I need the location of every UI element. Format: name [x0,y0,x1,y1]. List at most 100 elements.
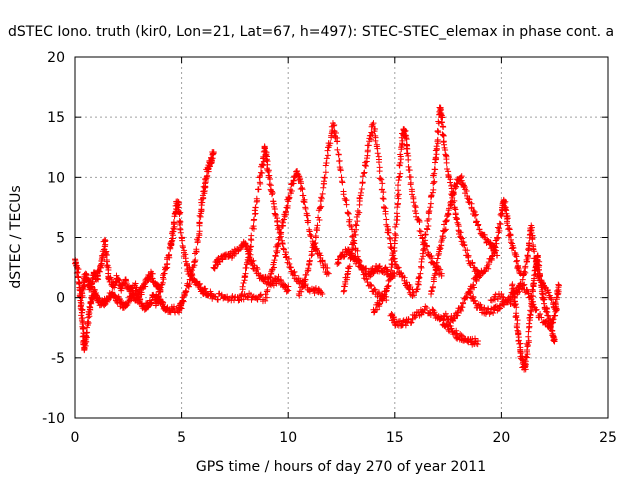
data-point [488,305,495,312]
data-point [465,252,472,259]
data-point [387,270,394,277]
data-point [506,226,513,233]
data-point [148,299,155,306]
data-point [420,309,427,316]
data-point [498,291,505,298]
data-point [154,298,161,305]
data-point [460,299,467,306]
data-point [431,311,438,318]
data-point [266,274,273,281]
data-point [160,299,167,306]
data-point [257,180,264,187]
data-point [475,221,482,228]
data-point [540,295,547,302]
y-tick-label: -10 [42,411,65,427]
data-point [267,175,274,182]
data-point [548,327,555,334]
data-point [112,279,119,286]
data-point [361,169,368,176]
data-point [521,281,528,288]
data-point [122,277,129,284]
data-point [244,293,251,300]
data-point [440,132,447,139]
data-point [402,132,409,139]
data-point [304,268,311,275]
data-point [255,186,262,193]
data-point [256,174,263,181]
data-point [285,287,292,294]
data-point [434,255,441,262]
data-point [515,264,522,271]
data-point [394,265,401,272]
data-point [438,270,445,277]
data-point [525,246,532,253]
data-point [354,208,361,215]
data-point [316,216,323,223]
data-point [199,199,206,206]
data-point [262,152,269,159]
data-point [490,310,497,317]
data-point [250,257,257,264]
data-point [436,271,443,278]
data-point [547,315,554,322]
data-point [113,272,120,279]
data-point [510,245,517,252]
y-tick-label: 20 [47,50,65,66]
axis-ticks [74,56,609,419]
data-point [380,189,387,196]
data-point [396,173,403,180]
data-point [271,203,278,210]
data-point [435,250,442,257]
data-point [353,222,360,229]
data-point [352,231,359,238]
data-point [531,248,538,255]
data-point [149,270,156,277]
data-point [305,267,312,274]
data-point [417,263,424,270]
data-point [397,151,404,158]
data-point [324,269,331,276]
data-point [86,310,93,317]
data-point [349,233,356,240]
data-point [440,132,447,139]
data-point [196,220,203,227]
data-point [430,276,437,283]
data-point [525,328,532,335]
data-point [481,304,488,311]
data-point [469,260,476,267]
data-point [525,333,532,340]
data-point [472,211,479,218]
data-point [252,210,259,217]
data-point [247,243,254,250]
data-point [179,244,186,251]
data-point [461,242,468,249]
data-point [93,292,100,299]
data-point [415,216,422,223]
data-point [550,337,557,344]
data-point [459,235,466,242]
data-point [470,293,477,300]
data-point [334,256,341,263]
data-point [463,293,470,300]
data-point [432,154,439,161]
data-point [552,300,559,307]
data-point [214,296,221,303]
data-point [354,247,361,254]
data-point [347,254,354,261]
data-point [401,274,408,281]
data-point [177,301,184,308]
data-point [348,250,355,257]
data-point [445,173,452,180]
data-point [155,294,162,301]
data-point [381,293,388,300]
data-point [471,297,478,304]
data-point [353,214,360,221]
data-point [94,273,101,280]
data-point [180,298,187,305]
data-point [359,173,366,180]
data-point [392,232,399,239]
data-point [372,137,379,144]
data-point [364,279,371,286]
data-point [495,234,502,241]
data-point [467,288,474,295]
